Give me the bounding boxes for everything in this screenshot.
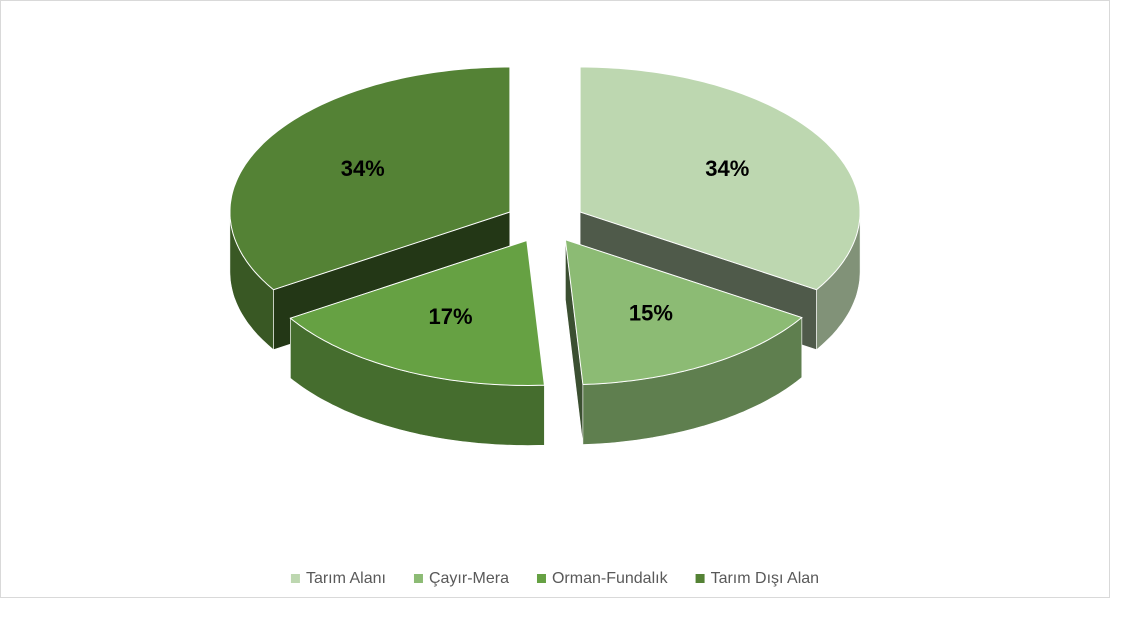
slice	[579, 66, 861, 291]
legend-marker	[695, 574, 705, 583]
legend-label: Çayır-Mera	[429, 570, 509, 587]
slice	[289, 239, 545, 387]
chart-border	[0, 0, 1110, 598]
slice	[289, 239, 545, 446]
data-label: 17%	[429, 304, 473, 329]
legend-label: Orman-Fundalık	[552, 570, 669, 587]
data-label: 34%	[341, 156, 385, 181]
data-label: 15%	[629, 301, 673, 326]
slice	[229, 66, 511, 291]
slice	[564, 239, 803, 445]
data-label: 34%	[705, 156, 749, 181]
legend-marker	[413, 574, 423, 583]
legend-label: Tarım Alanı	[306, 570, 386, 587]
legend-marker	[536, 574, 546, 583]
slice	[564, 239, 803, 386]
legend-label: Tarım Dışı Alan	[711, 570, 819, 587]
legend-marker	[290, 574, 300, 583]
